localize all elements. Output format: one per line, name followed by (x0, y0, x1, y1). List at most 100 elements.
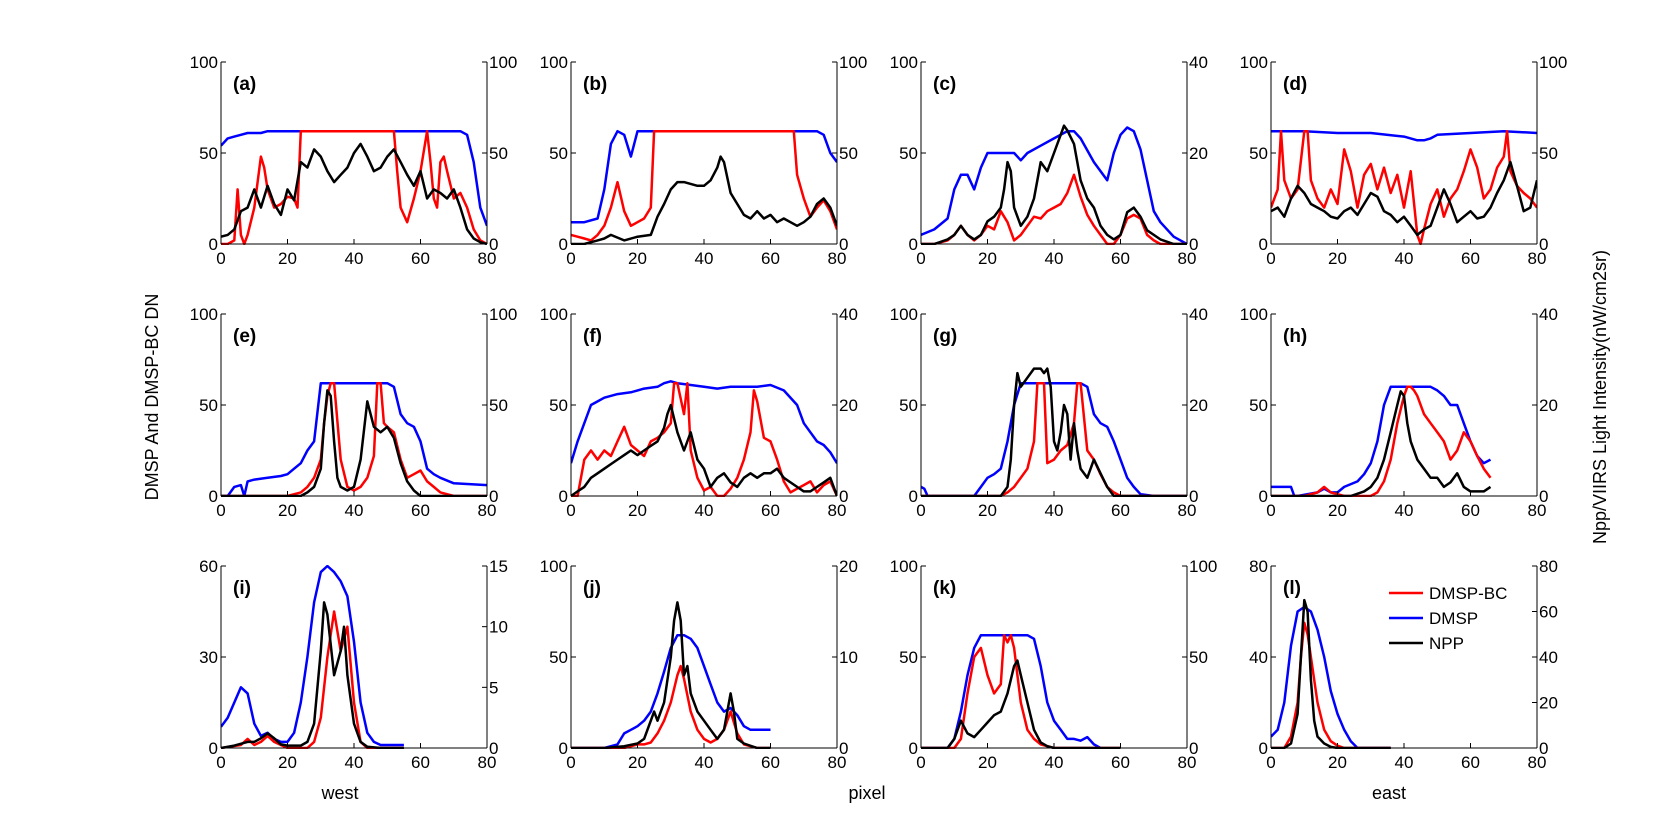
series-line-npp-b (571, 155, 837, 245)
x-tick-label: 40 (1395, 501, 1414, 520)
right-y-tick-label: 20 (839, 396, 858, 415)
x-tick-label: 60 (1111, 753, 1130, 772)
right-y-tick-label: 0 (1539, 739, 1548, 758)
right-y-tick-label: 60 (1539, 603, 1558, 622)
series-line-dmsp-j (571, 633, 771, 749)
left-y-tick-label: 100 (890, 557, 918, 576)
left-y-tick-label: 100 (540, 557, 568, 576)
x-tick-label: 20 (628, 753, 647, 772)
x-tick-label: 0 (1266, 249, 1275, 268)
x-tick-label: 20 (1328, 753, 1347, 772)
x-tick-label: 60 (1461, 753, 1480, 772)
panel-label: (i) (233, 578, 251, 599)
x-tick-label: 80 (1178, 501, 1197, 520)
x-tick-label: 80 (1528, 501, 1547, 520)
x-tick-label: 60 (411, 753, 430, 772)
right-y-tick-label: 0 (839, 487, 848, 506)
right-y-tick-label: 0 (839, 739, 848, 758)
x-tick-label: 80 (478, 501, 497, 520)
right-y-tick-label: 0 (1539, 235, 1548, 254)
right-y-tick-label: 50 (839, 144, 858, 163)
series-line-dmsp-l (1271, 605, 1391, 749)
legend-entry-dmsp: DMSP (1389, 609, 1478, 628)
right-y-tick-label: 40 (839, 305, 858, 324)
left-y-tick-label: 50 (1249, 144, 1268, 163)
left-y-tick-label: 0 (209, 235, 218, 254)
panel-label: (k) (933, 578, 956, 599)
x-tick-label: 20 (978, 753, 997, 772)
left-y-tick-label: 50 (899, 396, 918, 415)
series-group-b (571, 129, 837, 245)
x-tick-label: 60 (761, 501, 780, 520)
series-group-a (221, 129, 487, 245)
x-tick-label: 0 (216, 249, 225, 268)
right-y-tick-label: 0 (1189, 487, 1198, 506)
series-group-f (571, 380, 837, 497)
left-y-axis-title: DMSP And DMSP-BC DN (142, 294, 162, 501)
series-group-d (1271, 129, 1537, 245)
right-y-tick-label: 20 (1189, 144, 1208, 163)
series-line-dmsp-bc-k (921, 633, 1121, 749)
x-tick-label: 20 (1328, 501, 1347, 520)
right-y-tick-label: 100 (1189, 557, 1217, 576)
series-line-dmsp-bc-a (221, 129, 487, 245)
panel-label: (d) (1283, 74, 1307, 95)
right-y-tick-label: 0 (1189, 739, 1198, 758)
x-tick-label: 40 (1045, 753, 1064, 772)
right-y-tick-label: 50 (1189, 648, 1208, 667)
legend-label-dmsp: DMSP (1429, 609, 1478, 628)
left-y-tick-label: 50 (199, 144, 218, 163)
right-y-tick-label: 100 (489, 305, 517, 324)
x-axis-title-pixel: pixel (848, 783, 885, 803)
right-y-tick-label: 10 (489, 618, 508, 637)
right-y-tick-label: 40 (1189, 305, 1208, 324)
series-group-i (221, 565, 404, 749)
x-tick-label: 20 (628, 249, 647, 268)
x-tick-label: 20 (1328, 249, 1347, 268)
right-y-tick-label: 20 (839, 557, 858, 576)
x-tick-label: 80 (478, 249, 497, 268)
right-y-tick-label: 40 (1539, 305, 1558, 324)
series-line-dmsp-e (221, 381, 487, 497)
x-tick-label: 60 (1461, 249, 1480, 268)
series-line-npp-c (921, 124, 1187, 245)
series-line-dmsp-f (571, 380, 837, 464)
x-tick-label: 80 (1178, 249, 1197, 268)
right-y-tick-label: 0 (839, 235, 848, 254)
legend-label-dmsp-bc: DMSP-BC (1429, 584, 1507, 603)
left-y-tick-label: 50 (549, 144, 568, 163)
series-line-npp-f (571, 403, 837, 497)
left-y-tick-label: 50 (1249, 396, 1268, 415)
left-y-tick-label: 50 (899, 648, 918, 667)
series-line-dmsp-a (221, 129, 487, 227)
left-y-tick-label: 80 (1249, 557, 1268, 576)
left-y-tick-label: 0 (559, 487, 568, 506)
right-y-tick-label: 0 (489, 487, 498, 506)
x-tick-label: 0 (1266, 753, 1275, 772)
x-tick-label: 0 (916, 753, 925, 772)
left-y-tick-label: 0 (909, 739, 918, 758)
x-tick-label: 0 (916, 249, 925, 268)
x-tick-label: 40 (345, 753, 364, 772)
right-y-tick-label: 10 (839, 648, 858, 667)
x-tick-label: 40 (1045, 249, 1064, 268)
left-y-tick-label: 0 (909, 235, 918, 254)
x-tick-label: 60 (1111, 501, 1130, 520)
left-y-tick-label: 60 (199, 557, 218, 576)
x-tick-label: 0 (1266, 501, 1275, 520)
right-y-tick-label: 0 (1539, 487, 1548, 506)
left-y-tick-label: 30 (199, 648, 218, 667)
x-tick-label: 60 (1461, 501, 1480, 520)
x-tick-label: 40 (1395, 249, 1414, 268)
x-tick-label: 80 (828, 753, 847, 772)
series-line-dmsp-bc-d (1271, 129, 1537, 245)
